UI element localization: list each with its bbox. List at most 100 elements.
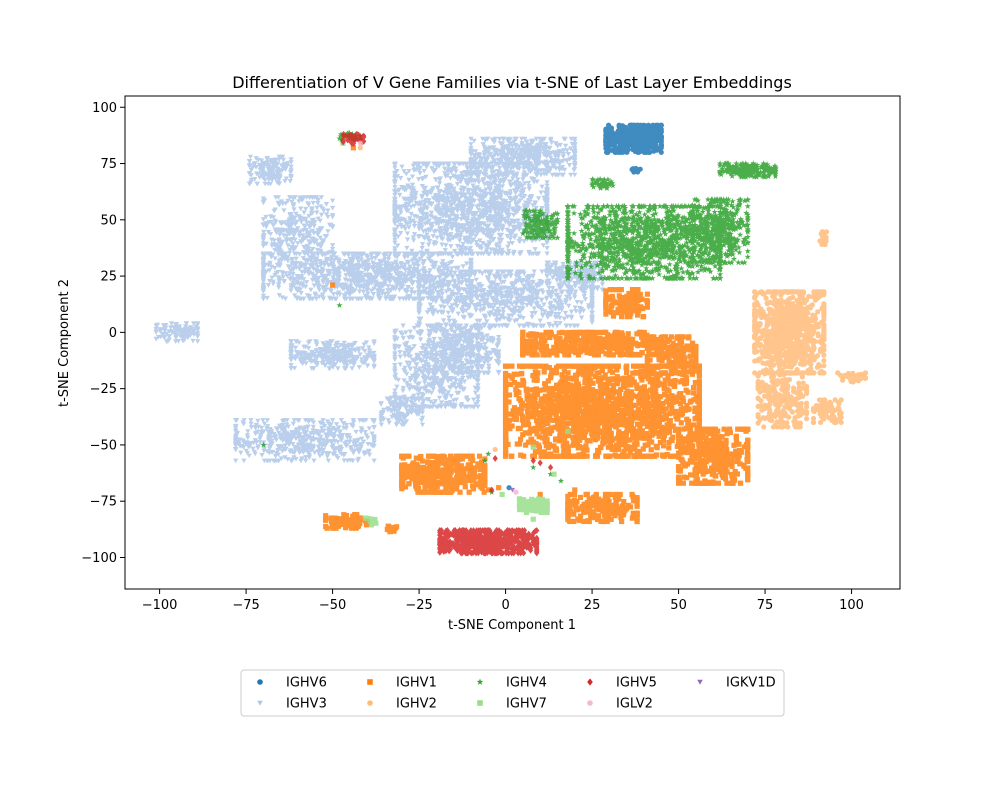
data-point [411,238,417,243]
data-point [441,161,447,167]
data-point [483,187,489,193]
data-point [538,190,544,196]
data-point [292,345,299,351]
points-layer [153,122,869,557]
data-point [506,241,512,247]
data-point [550,323,556,329]
data-point [424,232,430,238]
data-point [531,306,537,312]
data-point [493,211,499,217]
data-point [437,230,443,236]
data-point [507,189,514,194]
data-point [537,318,543,324]
data-point [356,289,363,295]
data-point [505,244,511,250]
data-point [410,182,416,188]
data-point [476,207,482,213]
data-point [411,232,418,237]
data-point [493,225,499,231]
data-point [634,122,641,128]
data-point [458,230,464,236]
data-point [420,229,426,234]
data-point [314,205,320,211]
data-point [281,208,287,214]
data-point [639,134,645,141]
data-point [658,122,664,128]
data-point [506,248,512,254]
data-point [323,202,329,207]
data-point [428,210,435,216]
data-point [411,223,418,229]
data-point [616,139,623,145]
series-ighv3 [153,136,606,464]
data-point [543,296,550,302]
data-point [398,210,404,216]
data-point [371,359,377,364]
data-point [260,296,266,302]
data-point [471,198,477,204]
data-point [658,145,664,151]
data-point [427,227,433,232]
data-point [402,226,408,232]
data-point [402,197,408,202]
data-point [308,287,314,293]
data-point [439,242,445,248]
data-point [153,336,159,342]
data-point [492,181,498,186]
data-point [409,174,416,180]
data-point [406,177,412,183]
data-point [392,165,398,171]
data-point [480,240,486,246]
data-point [477,238,483,244]
data-point [486,243,492,249]
data-point [360,289,367,295]
data-point [417,170,423,176]
data-point [254,181,260,187]
data-point [649,126,655,132]
data-point [568,309,575,315]
data-point [624,149,630,155]
data-point [603,141,609,148]
data-point [448,244,454,249]
data-point [295,241,301,246]
data-point [282,296,289,302]
data-point [468,240,474,246]
data-point [615,149,621,155]
data-point [364,363,371,369]
data-point [632,142,639,149]
data-point [434,235,440,241]
data-point [195,339,201,344]
data-point [404,231,411,237]
data-point [310,200,316,206]
data-point [413,200,419,206]
data-point [511,251,517,257]
data-point [474,242,480,248]
data-point [460,241,466,247]
data-point [296,199,302,204]
data-point [404,237,411,243]
data-point [621,139,628,145]
data-point [510,176,516,182]
data-point [404,245,410,251]
data-point [658,149,664,155]
data-point [561,316,568,322]
data-point [457,238,463,244]
data-point [311,223,317,229]
data-point [264,295,270,301]
data-point [645,147,651,154]
data-point [325,229,331,234]
data-point [247,154,254,160]
data-point [619,143,625,149]
data-point [291,207,297,213]
data-point [392,248,398,254]
data-point [313,296,319,302]
data-point [392,220,398,225]
data-point [471,214,478,219]
data-point [486,240,492,245]
data-point [488,247,494,253]
data-point [459,185,465,191]
data-point [507,179,513,185]
data-point [462,195,468,201]
data-point [611,130,617,137]
data-point [399,164,405,170]
